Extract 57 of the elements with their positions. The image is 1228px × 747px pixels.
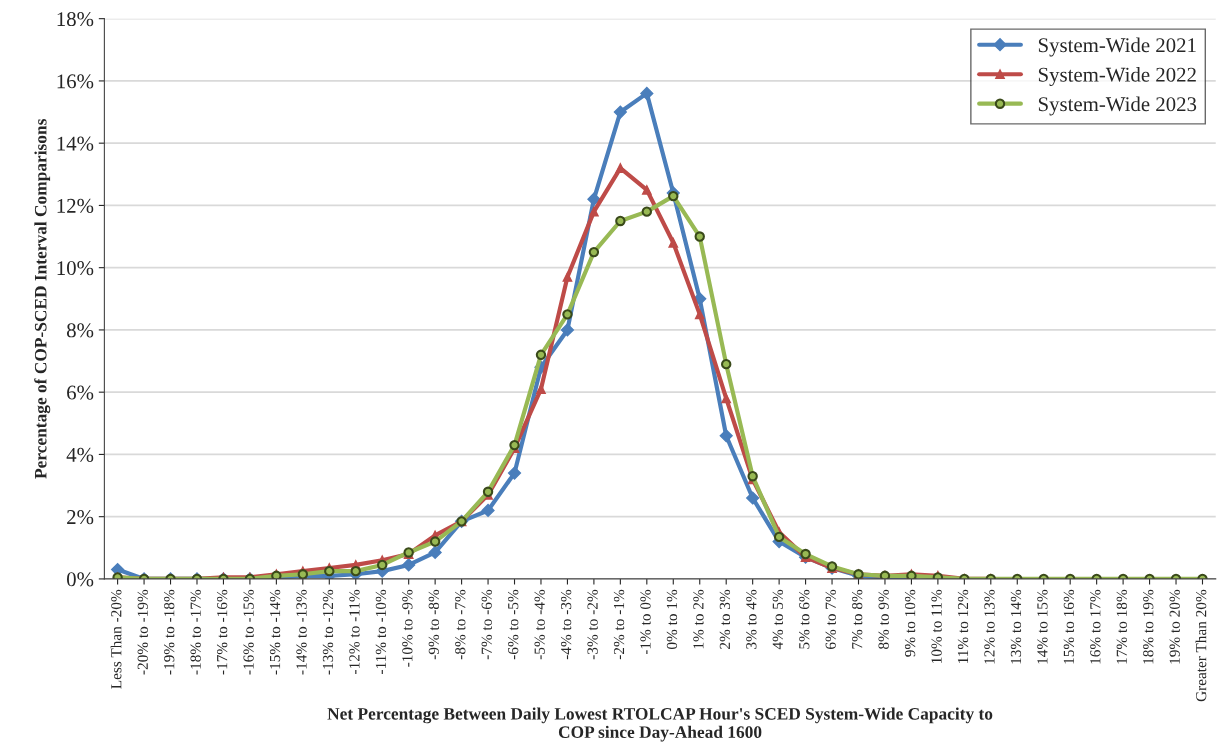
y-tick-label: 6%: [67, 385, 94, 400]
x-tick-label: -9% to -8%: [428, 589, 440, 660]
x-tick-label: -20% to -19%: [137, 589, 148, 675]
x-tick-label: -5% to -4%: [534, 589, 545, 660]
y-tick-label: 18%: [57, 12, 94, 27]
x-tick-label: 1% to 2%: [693, 589, 704, 649]
x-tick-label: 19% to 20%: [1169, 589, 1180, 664]
y-tick-label: 2%: [67, 510, 94, 525]
x-tick-label: -16% to -15%: [243, 589, 254, 675]
y-axis-title: Percentage of COP-SCED Interval Comparisons: [34, 119, 51, 479]
y-tick-label: 10%: [57, 261, 94, 276]
x-tick-label: -1% to 0%: [640, 589, 651, 655]
x-tick-label: -17% to -16%: [216, 589, 228, 675]
x-tick-label: 7% to 8%: [852, 589, 863, 649]
x-tick-label: 17% to 18%: [1116, 589, 1127, 664]
x-tick-label: 9% to 10%: [904, 589, 916, 657]
legend-label: System-Wide 2021: [1038, 37, 1196, 57]
y-tick-label: 16%: [57, 74, 94, 89]
x-tick-label: 5% to 6%: [799, 589, 810, 649]
x-tick-label: -8% to -7%: [455, 589, 466, 660]
x-tick-label: -4% to -3%: [560, 589, 572, 660]
x-tick-label: -18% to -17%: [190, 589, 201, 675]
x-axis-title: Net Percentage Between Daily Lowest RTOLCAP Hour's SCED System-Wide Capacity to COP since Day-Ahead 1600: [327, 707, 993, 742]
x-tick-label: -2% to -1%: [613, 589, 625, 660]
y-tick-label: 4%: [66, 447, 94, 462]
x-tick-label: 11% to 12%: [957, 589, 969, 663]
x-tick-label: -12% to -11%: [349, 589, 360, 674]
x-tick-label: 18% to 19%: [1143, 589, 1154, 664]
legend-label: System-Wide 2022: [1038, 67, 1196, 86]
x-tick-label: -11% to -10%: [375, 589, 387, 674]
legend-label: System-Wide 2023: [1038, 96, 1197, 116]
x-tick-label: -19% to -18%: [164, 589, 175, 675]
x-tick-label: -14% to -13%: [296, 589, 307, 675]
x-tick-label: 2% to 3%: [719, 589, 731, 649]
x-tick-label: 12% to 13%: [984, 589, 995, 664]
y-tick-label: 0%: [66, 572, 94, 587]
x-tick-label: 3% to 4%: [746, 589, 757, 649]
x-tick-label: -13% to -12%: [322, 589, 334, 675]
x-tick-label: 10% to 11%: [931, 589, 942, 663]
x-tick-label: 6% to 7%: [825, 589, 836, 649]
x-tick-label: -3% to -2%: [587, 589, 598, 660]
x-tick-label: Greater Than 20%: [1195, 589, 1207, 702]
y-tick-label: 8%: [66, 323, 94, 338]
y-tick-label: 14%: [57, 136, 94, 151]
x-tick-label: -7% to -6%: [481, 589, 492, 660]
x-tick-label: -6% to -5%: [508, 589, 519, 660]
x-tick-label: 14% to 15%: [1037, 589, 1048, 664]
x-tick-label: Less Than -20%: [110, 589, 122, 689]
x-tick-label: -10% to -9%: [402, 589, 413, 667]
y-tick-label: 12%: [57, 198, 94, 213]
x-tick-label: -15% to -14%: [269, 589, 281, 675]
x-tick-label: 16% to 17%: [1090, 589, 1101, 664]
x-tick-label: 4% to 5%: [772, 589, 783, 650]
x-tick-label: 0% to 1%: [666, 589, 678, 650]
x-tick-label: 13% to 14%: [1010, 589, 1022, 664]
x-tick-label: 15% to 16%: [1063, 589, 1075, 664]
x-tick-label: 8% to 9%: [878, 589, 889, 650]
